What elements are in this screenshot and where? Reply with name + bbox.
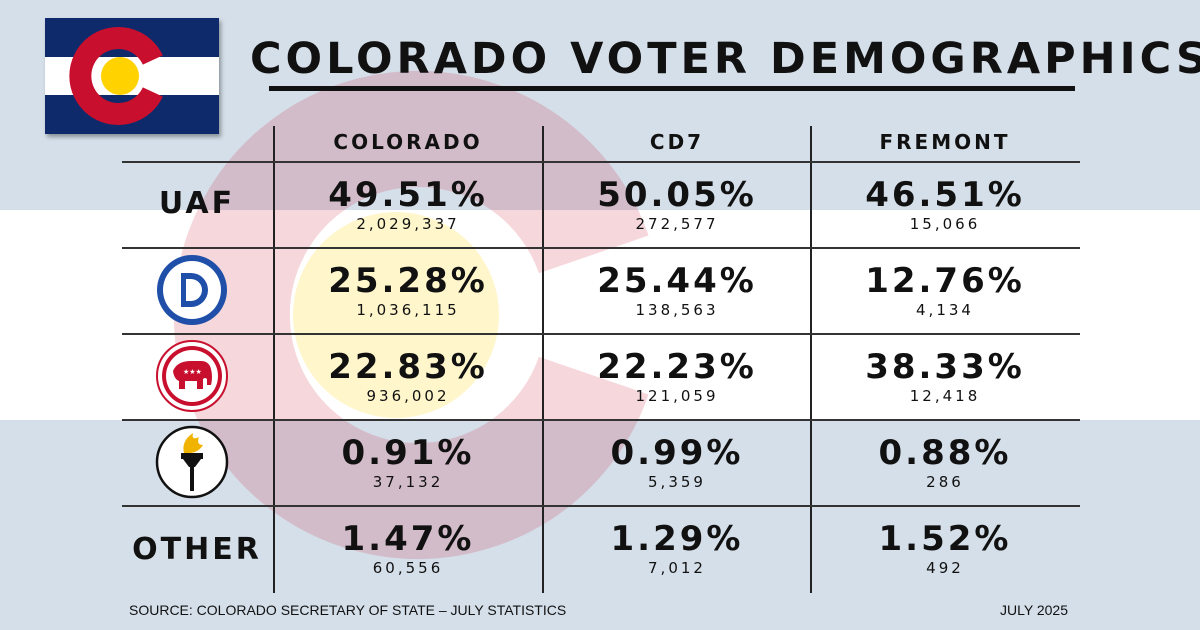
cell-uaf-cd7: 50.05% 272,577: [543, 176, 811, 234]
cell-uaf-fremont: 46.51% 15,066: [811, 176, 1079, 234]
cell-count: 4,134: [916, 301, 974, 319]
cell-count: 121,059: [635, 387, 719, 405]
cell-count: 492: [926, 559, 964, 577]
row-label-uaf: UAF: [158, 186, 236, 221]
cell-percent: 25.28%: [328, 261, 488, 301]
source-note: SOURCE: COLORADO SECRETARY OF STATE – JU…: [129, 602, 567, 618]
cell-count: 15,066: [909, 215, 981, 233]
grid-hline-3: [122, 333, 1080, 335]
date-note: JULY 2025: [1000, 602, 1068, 618]
cell-percent: 1.47%: [341, 519, 475, 559]
cell-percent: 22.23%: [597, 347, 757, 387]
column-header-cd7: CD7: [649, 130, 705, 154]
cell-count: 7,012: [648, 559, 706, 577]
cell-count: 37,132: [372, 473, 444, 491]
cell-uaf-colorado: 49.51% 2,029,337: [274, 176, 542, 234]
grid-hline-1: [122, 161, 1080, 163]
cell-percent: 0.99%: [610, 433, 744, 473]
cell-count: 272,577: [635, 215, 719, 233]
cell-count: 2,029,337: [356, 215, 460, 233]
cell-other-fremont: 1.52% 492: [811, 520, 1079, 578]
cell-percent: 50.05%: [597, 175, 757, 215]
cell-percent: 49.51%: [328, 175, 488, 215]
column-header-fremont: FREMONT: [879, 130, 1011, 154]
cell-count: 1,036,115: [356, 301, 460, 319]
cell-other-colorado: 1.47% 60,556: [274, 520, 542, 578]
row-label-other: OTHER: [132, 532, 262, 567]
cell-count: 286: [926, 473, 964, 491]
cell-percent: 22.83%: [328, 347, 488, 387]
cell-lib-colorado: 0.91% 37,132: [274, 434, 542, 492]
democratic-logo-icon: [157, 255, 227, 325]
cell-dem-cd7: 25.44% 138,563: [543, 262, 811, 320]
page-title: COLORADO VOTER DEMOGRAPHICS: [250, 34, 1200, 84]
cell-percent: 12.76%: [865, 261, 1025, 301]
grid-hline-5: [122, 505, 1080, 507]
grid-vline-2: [542, 126, 544, 593]
cell-lib-cd7: 0.99% 5,359: [543, 434, 811, 492]
cell-percent: 25.44%: [597, 261, 757, 301]
colorado-flag-icon: [45, 18, 219, 134]
cell-rep-fremont: 38.33% 12,418: [811, 348, 1079, 406]
libertarian-torch-icon: [155, 425, 229, 499]
cell-percent: 46.51%: [865, 175, 1025, 215]
column-header-colorado: COLORADO: [333, 130, 483, 154]
cell-percent: 0.88%: [878, 433, 1012, 473]
grid-hline-2: [122, 247, 1080, 249]
cell-count: 936,002: [366, 387, 450, 405]
cell-lib-fremont: 0.88% 286: [811, 434, 1079, 492]
cell-other-cd7: 1.29% 7,012: [543, 520, 811, 578]
cell-percent: 1.52%: [878, 519, 1012, 559]
cell-percent: 1.29%: [610, 519, 744, 559]
svg-text:★★★: ★★★: [183, 368, 202, 376]
grid-hline-4: [122, 419, 1080, 421]
grid-vline-1: [273, 126, 275, 593]
cell-count: 12,418: [909, 387, 981, 405]
cell-rep-colorado: 22.83% 936,002: [274, 348, 542, 406]
cell-count: 5,359: [648, 473, 706, 491]
cell-count: 138,563: [635, 301, 719, 319]
republican-elephant-icon: ★★★: [156, 340, 228, 412]
cell-rep-cd7: 22.23% 121,059: [543, 348, 811, 406]
cell-percent: 0.91%: [341, 433, 475, 473]
cell-percent: 38.33%: [865, 347, 1025, 387]
cell-dem-fremont: 12.76% 4,134: [811, 262, 1079, 320]
title-underline: [269, 86, 1075, 91]
cell-count: 60,556: [372, 559, 444, 577]
grid-vline-3: [810, 126, 812, 593]
cell-dem-colorado: 25.28% 1,036,115: [274, 262, 542, 320]
